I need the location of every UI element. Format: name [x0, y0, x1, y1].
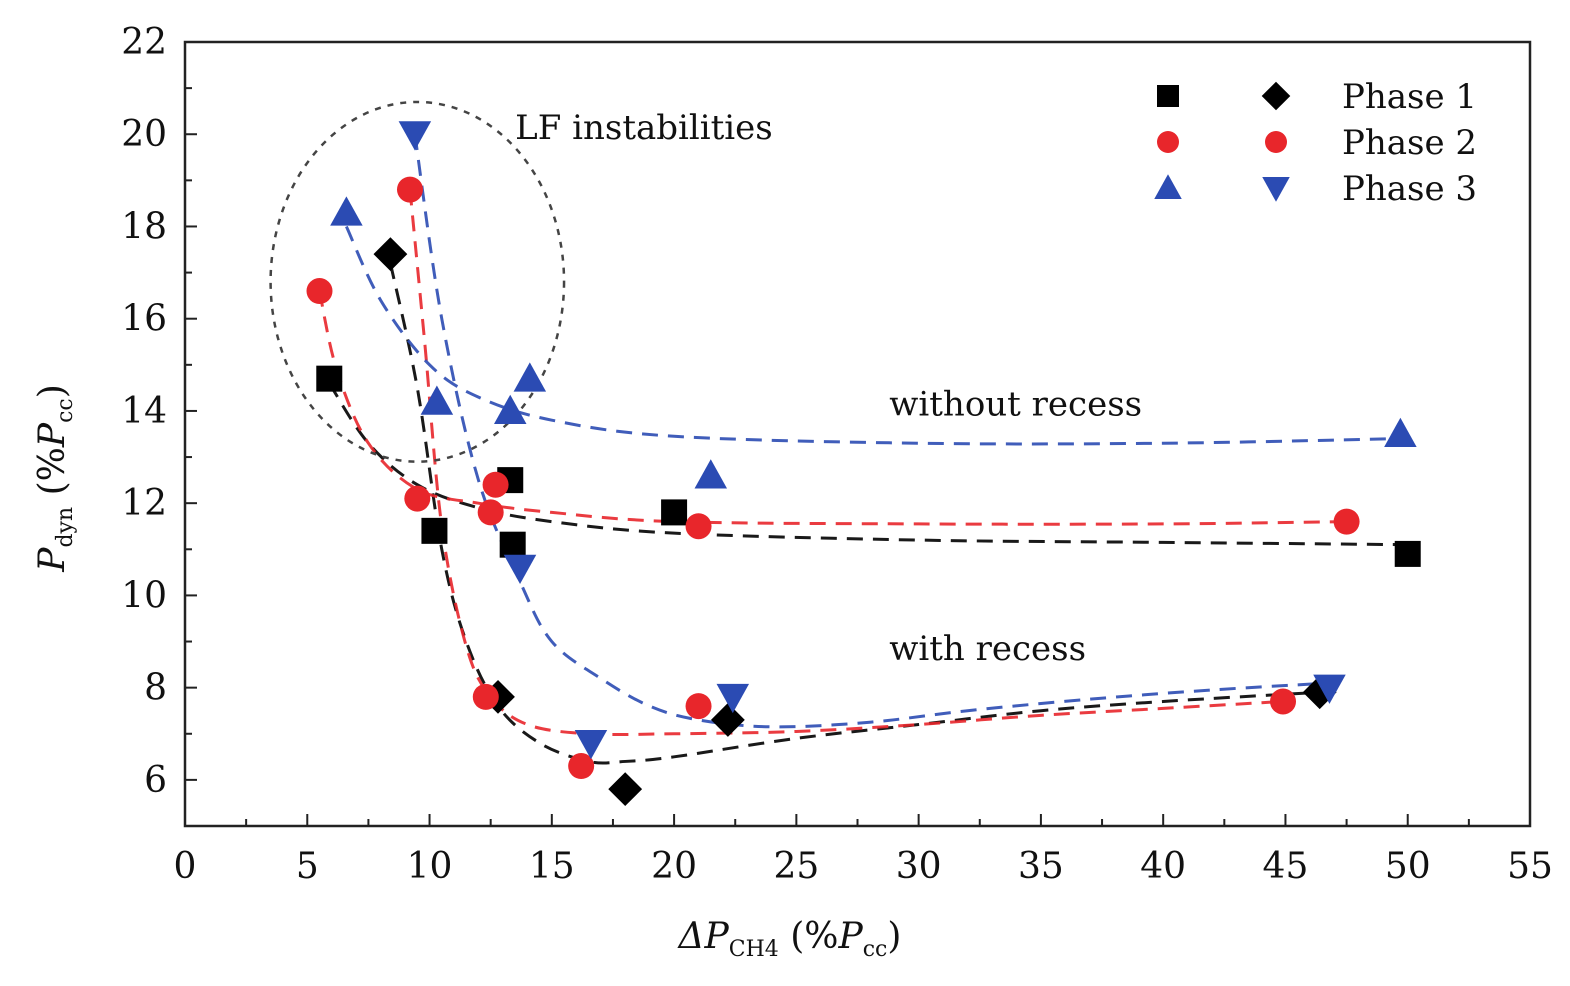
point-phase-1-with-recess — [608, 772, 643, 807]
point-phase-1-without-recess — [316, 365, 343, 392]
x-tick-label: 45 — [1263, 846, 1309, 887]
x-axis-title-inner: P — [838, 916, 864, 957]
y-tick-label: 12 — [121, 483, 167, 524]
fit-line-phase-3-with-recess — [413, 134, 1330, 729]
y-axis-title-sub: dyn — [53, 507, 78, 548]
x-tick-label: 25 — [773, 846, 819, 887]
y-tick-label: 18 — [121, 206, 167, 247]
point-phase-1-without-recess — [421, 517, 448, 544]
y-axis-title-close: ) — [32, 384, 73, 398]
x-axis-title-close: ) — [887, 916, 901, 957]
legend-label-phase-3: Phase 3 — [1342, 169, 1477, 209]
point-phase-3-without-recess — [1384, 417, 1417, 447]
x-axis-title-sub: CH4 — [729, 937, 779, 962]
legend: Phase 1 Phase 2 Phase 3 — [1154, 77, 1477, 209]
annotation-without-recess: without recess — [889, 385, 1142, 425]
y-tick-label: 20 — [121, 114, 167, 155]
x-tick-label: 20 — [651, 846, 697, 887]
point-phase-1-with-recess — [710, 703, 745, 737]
fit-line-phase-2-without-recess — [318, 290, 1347, 526]
point-phase-3-with-recess — [1313, 674, 1346, 704]
fit-line-phase-3-without-recess — [345, 225, 1401, 446]
legend-marker-phase-1-left — [1157, 85, 1179, 107]
point-phase-2-without-recess — [685, 513, 712, 540]
x-tick-label: 15 — [529, 846, 575, 887]
point-phase-2-with-recess — [472, 683, 499, 710]
point-phase-2-without-recess — [477, 499, 504, 526]
fit-lines — [318, 134, 1408, 765]
data-points — [306, 121, 1421, 807]
point-phase-3-with-recess — [574, 729, 608, 760]
point-phase-2-without-recess — [404, 485, 431, 512]
lf-instabilities-ellipse-shape — [269, 100, 566, 463]
y-axis-title-inner-sub: cc — [53, 398, 78, 423]
legend-label-phase-2: Phase 2 — [1342, 123, 1477, 163]
annotation-with-recess: with recess — [889, 629, 1086, 669]
lf-instabilities-ellipse — [269, 100, 566, 463]
x-axis-title: ΔPCH4 (%Pcc) — [677, 916, 902, 962]
legend-marker-phase-1-right — [1261, 81, 1291, 111]
y-axis-title-symbol: P — [32, 547, 73, 573]
y-tick-label: 14 — [121, 391, 167, 432]
point-phase-2-without-recess — [306, 278, 333, 305]
x-tick-label: 40 — [1140, 846, 1186, 887]
x-tick-label: 30 — [896, 846, 942, 887]
y-axis-title-inner: P — [32, 422, 73, 448]
x-tick-label: 10 — [407, 846, 453, 887]
legend-marker-phase-2-right — [1265, 131, 1287, 153]
point-phase-3-without-recess — [493, 394, 527, 424]
legend-label-phase-1: Phase 1 — [1342, 77, 1477, 117]
x-axis-title-open: (% — [779, 916, 839, 957]
y-tick-label: 22 — [121, 22, 167, 63]
point-phase-1-without-recess — [1394, 540, 1421, 567]
point-phase-2-with-recess — [1270, 688, 1297, 715]
point-phase-3-without-recess — [330, 196, 363, 226]
point-phase-1-without-recess — [661, 499, 688, 526]
point-phase-3-with-recess — [503, 554, 537, 584]
x-tick-label: 5 — [296, 846, 319, 887]
point-phase-1-without-recess — [499, 531, 526, 558]
y-tick-label: 6 — [144, 760, 167, 801]
point-phase-3-with-recess — [716, 683, 750, 714]
legend-marker-phase-2-left — [1157, 131, 1179, 153]
x-tick-label: 35 — [1018, 846, 1064, 887]
point-phase-2-with-recess — [685, 693, 712, 720]
axis-ticks: 0 5 10 15 20 25 30 35 40 45 50 55 6 8 10 12 14 16 18 20 22 — [121, 22, 1553, 887]
annotation-lf-instabilities: LF instabilities — [515, 108, 773, 148]
x-tick-label: 50 — [1385, 846, 1431, 887]
y-tick-label: 16 — [121, 299, 167, 340]
legend-marker-phase-3-right — [1262, 177, 1290, 202]
x-tick-label: 0 — [174, 846, 197, 887]
x-axis-title-symbol: ΔP — [677, 916, 730, 957]
y-tick-label: 8 — [144, 668, 167, 709]
x-axis-title-inner-sub: cc — [863, 937, 888, 962]
point-phase-2-with-recess — [396, 176, 423, 203]
point-phase-3-with-recess — [398, 121, 432, 151]
point-phase-3-without-recess — [694, 459, 728, 489]
point-phase-2-with-recess — [568, 753, 595, 780]
point-phase-1-with-recess — [373, 237, 408, 272]
y-axis-title-open: (% — [32, 447, 73, 507]
point-phase-3-without-recess — [420, 385, 454, 415]
fit-line-phase-1-without-recess — [328, 382, 1408, 547]
y-axis-title: Pdyn (%Pcc) — [32, 384, 78, 573]
point-phase-2-without-recess — [482, 471, 509, 498]
x-tick-label: 55 — [1507, 846, 1553, 887]
fit-line-phase-1-with-recess — [388, 263, 1320, 765]
point-phase-2-without-recess — [1333, 508, 1360, 535]
fit-line-phase-2-with-recess — [408, 189, 1284, 737]
legend-markers — [1154, 81, 1291, 202]
point-phase-3-without-recess — [513, 362, 547, 392]
y-tick-label: 10 — [121, 575, 167, 616]
legend-marker-phase-3-left — [1154, 174, 1182, 199]
